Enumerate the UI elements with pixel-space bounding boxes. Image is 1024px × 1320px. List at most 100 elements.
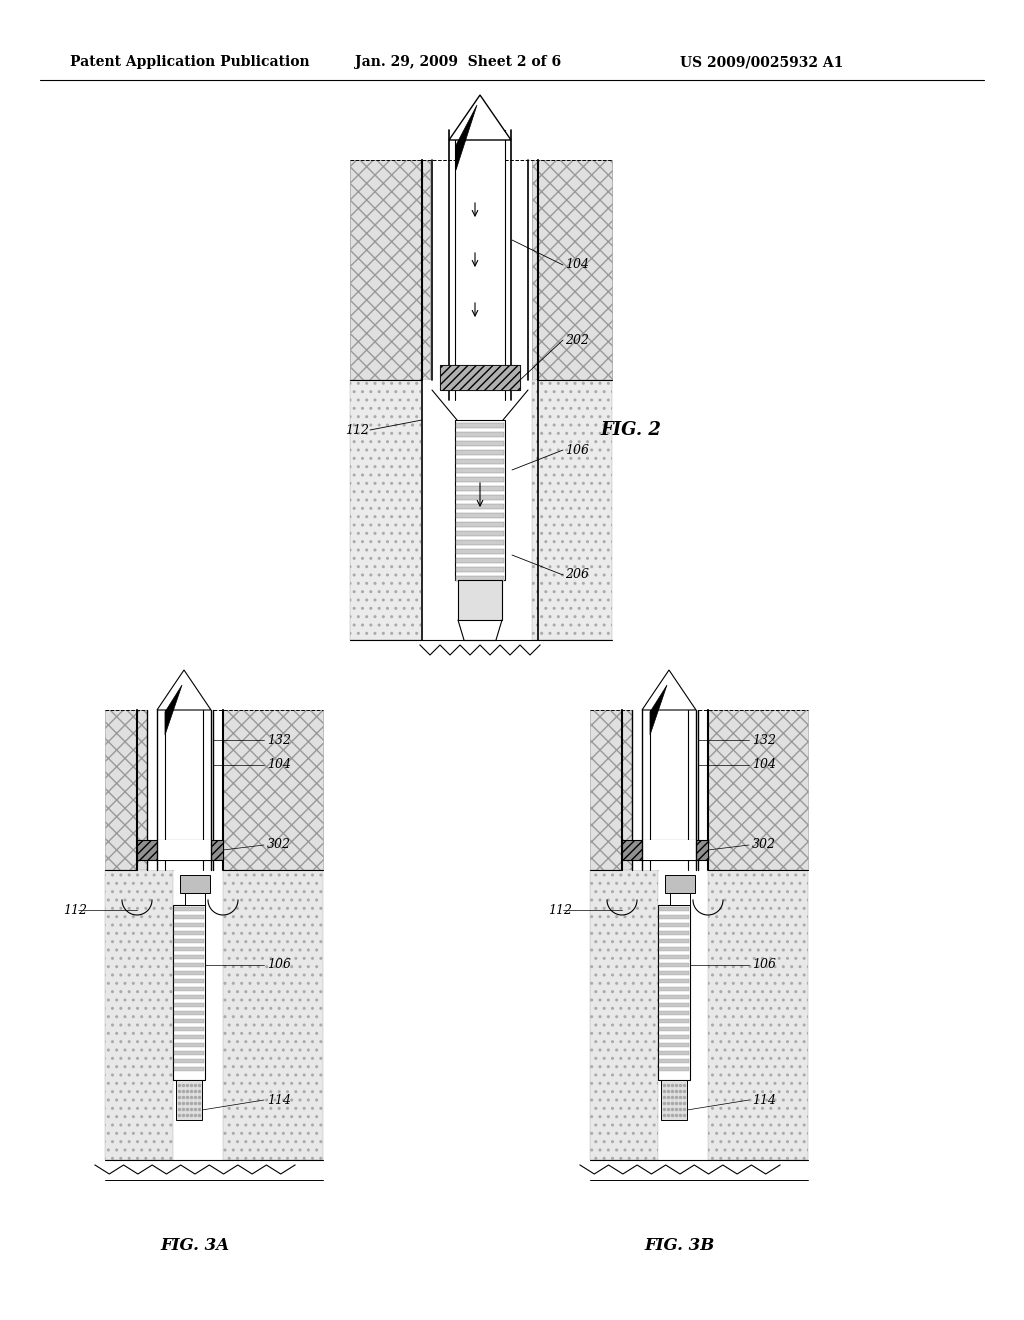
Bar (180, 875, 210, 894)
Bar (659, 964, 689, 968)
Text: 302: 302 (267, 838, 291, 851)
Text: 104: 104 (267, 759, 291, 771)
Bar (456, 558, 504, 564)
Text: 112: 112 (345, 424, 369, 437)
Bar (440, 366, 520, 389)
Bar (659, 1043, 689, 1047)
Bar (174, 931, 204, 935)
Bar (350, 380, 430, 640)
Text: 112: 112 (63, 903, 87, 916)
Bar (105, 870, 173, 1160)
Bar (456, 568, 504, 572)
Bar (174, 995, 204, 999)
Bar (456, 469, 504, 473)
Bar (659, 923, 689, 927)
Bar (456, 531, 504, 536)
Text: 106: 106 (752, 958, 776, 972)
Text: FIG. 2: FIG. 2 (600, 421, 660, 440)
Text: 104: 104 (752, 759, 776, 771)
Bar (456, 521, 504, 527)
Bar (456, 495, 504, 500)
Bar (176, 1080, 202, 1119)
Polygon shape (165, 685, 182, 735)
Bar (223, 710, 323, 870)
Text: 112: 112 (548, 903, 572, 916)
Bar (650, 710, 688, 870)
Polygon shape (642, 671, 696, 710)
Bar (659, 931, 689, 935)
Text: 104: 104 (565, 259, 589, 272)
Bar (174, 1035, 204, 1039)
Bar (174, 1043, 204, 1047)
Bar (456, 422, 504, 428)
Text: 114: 114 (752, 1093, 776, 1106)
Bar (174, 923, 204, 927)
Bar (659, 954, 689, 960)
Bar (174, 954, 204, 960)
Bar (432, 380, 528, 640)
Bar (422, 380, 449, 640)
Bar (456, 441, 504, 446)
Bar (455, 129, 505, 370)
Bar (173, 906, 205, 1080)
Bar (590, 710, 658, 870)
Bar (456, 450, 504, 455)
Bar (174, 1059, 204, 1063)
Bar (532, 160, 612, 380)
Bar (659, 939, 689, 942)
Bar (532, 380, 612, 640)
Bar (658, 906, 690, 1080)
Bar (456, 477, 504, 482)
Polygon shape (449, 95, 511, 140)
Bar (174, 1051, 204, 1055)
Bar (174, 1027, 204, 1031)
Bar (174, 907, 204, 911)
Bar (174, 1011, 204, 1015)
Text: Patent Application Publication: Patent Application Publication (70, 55, 309, 69)
Bar (456, 486, 504, 491)
Bar (659, 1059, 689, 1063)
Bar (456, 549, 504, 554)
Text: 106: 106 (267, 958, 291, 972)
Bar (622, 840, 708, 861)
Bar (174, 972, 204, 975)
Bar (147, 710, 213, 870)
Text: 132: 132 (267, 734, 291, 747)
Bar (670, 894, 690, 906)
Bar (137, 840, 223, 861)
Bar (659, 946, 689, 950)
Bar (157, 840, 211, 861)
Bar (659, 1011, 689, 1015)
Bar (659, 972, 689, 975)
Bar (665, 875, 695, 894)
Bar (421, 380, 512, 640)
Text: FIG. 3A: FIG. 3A (161, 1237, 229, 1254)
Bar (458, 579, 502, 620)
Polygon shape (650, 685, 667, 735)
Bar (662, 1080, 687, 1119)
Bar (174, 946, 204, 950)
Bar (632, 710, 698, 870)
Polygon shape (157, 671, 211, 710)
Bar (185, 894, 205, 906)
Bar (174, 987, 204, 991)
Text: 202: 202 (565, 334, 589, 346)
Bar (456, 576, 504, 581)
Polygon shape (456, 106, 477, 170)
Text: 302: 302 (752, 838, 776, 851)
Bar (456, 432, 504, 437)
Bar (659, 1027, 689, 1031)
Text: 206: 206 (565, 569, 589, 582)
Bar (659, 1003, 689, 1007)
Bar (659, 1051, 689, 1055)
Text: FIG. 3B: FIG. 3B (645, 1237, 715, 1254)
Bar (708, 710, 808, 870)
Text: Jan. 29, 2009  Sheet 2 of 6: Jan. 29, 2009 Sheet 2 of 6 (355, 55, 561, 69)
Bar (590, 870, 658, 1160)
Bar (174, 1003, 204, 1007)
Text: US 2009/0025932 A1: US 2009/0025932 A1 (680, 55, 844, 69)
Bar (165, 710, 203, 870)
Bar (456, 459, 504, 465)
Bar (659, 1067, 689, 1071)
Bar (174, 979, 204, 983)
